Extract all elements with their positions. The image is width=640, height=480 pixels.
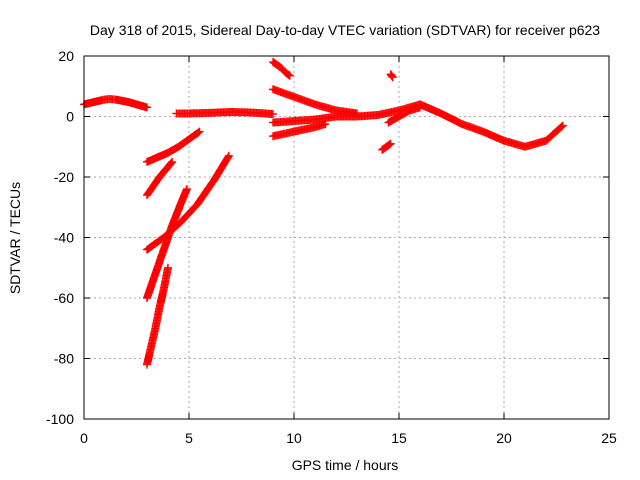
data-series-4 (143, 157, 177, 200)
y-tick-label: -100 (46, 411, 74, 427)
data-series-2 (172, 108, 277, 119)
data-points (386, 70, 397, 82)
data-series-13 (378, 139, 395, 154)
data-series-5 (143, 151, 233, 254)
data-layer (80, 58, 567, 369)
x-tick-label: 5 (185, 430, 193, 446)
x-axis-title: GPS time / hours (292, 457, 399, 473)
data-series-6 (143, 185, 191, 302)
data-series-7 (143, 263, 172, 369)
data-points (269, 85, 361, 118)
x-tick-label: 25 (601, 430, 617, 446)
x-tick-label: 20 (496, 430, 512, 446)
data-series-14 (386, 70, 397, 82)
y-tick-label: -60 (54, 290, 74, 306)
data-series-12 (384, 103, 424, 127)
x-tick-label: 10 (286, 430, 302, 446)
data-series-9 (269, 85, 361, 118)
y-tick-label: -40 (54, 230, 74, 246)
x-tick-label: 15 (391, 430, 407, 446)
y-axis-title: SDTVAR / TECUs (7, 182, 23, 294)
data-series-3 (143, 127, 204, 166)
tick-layer: 0 5 10 15 20 25 -100 -80 -60 -40 -20 0 20 (46, 48, 617, 446)
data-points (143, 127, 204, 166)
y-tick-label: 0 (66, 109, 74, 125)
data-points (172, 108, 277, 119)
data-points (143, 157, 177, 200)
data-points (378, 139, 395, 154)
data-points (143, 185, 191, 302)
y-tick-label: -80 (54, 351, 74, 367)
y-tick-label: -20 (54, 169, 74, 185)
data-points (269, 58, 294, 80)
y-tick-label: 20 (58, 48, 74, 64)
x-tick-label: 0 (80, 430, 88, 446)
data-series-8 (269, 58, 294, 80)
chart-title: Day 318 of 2015, Sidereal Day-to-day VTE… (90, 22, 600, 38)
data-points (269, 120, 330, 141)
data-points (143, 263, 172, 369)
data-points (143, 151, 233, 254)
data-series-11 (269, 120, 330, 141)
data-points (384, 103, 424, 127)
data-series-1 (80, 95, 151, 112)
data-points (80, 95, 151, 112)
